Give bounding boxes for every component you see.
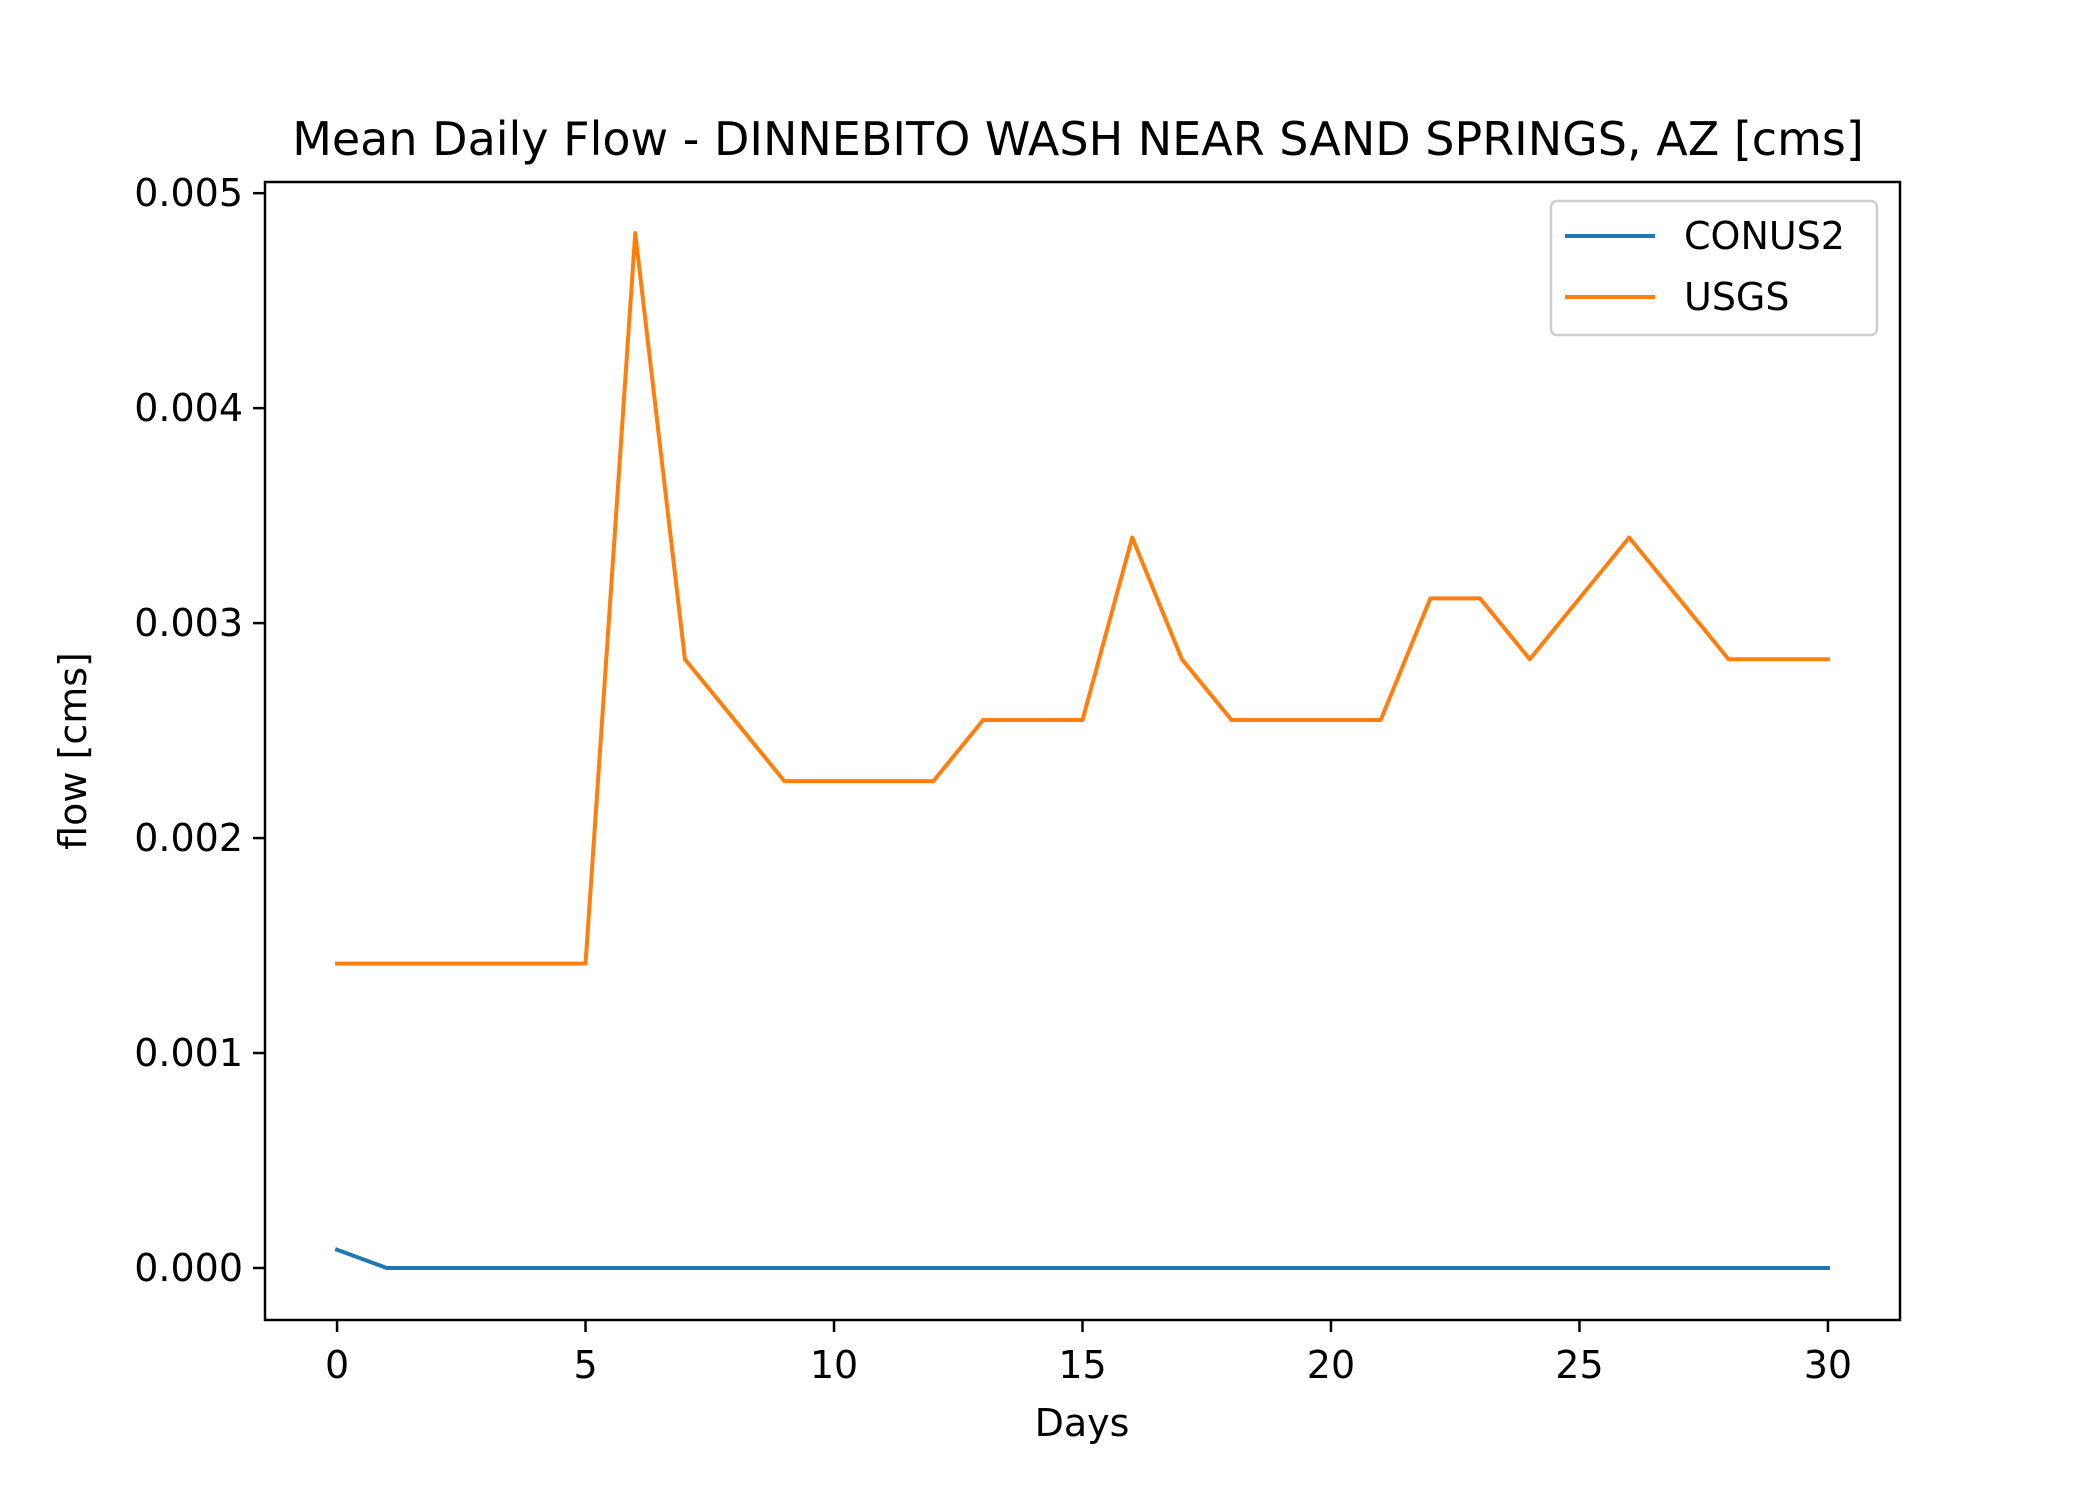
y-axis-label: flow [cms] bbox=[51, 652, 95, 850]
x-axis-label: Days bbox=[1035, 1401, 1130, 1445]
series-line-conus2 bbox=[334, 1247, 1830, 1270]
y-axis-ticks: 0.000 0.001 0.002 0.003 0.004 0.005 bbox=[134, 171, 265, 1290]
series-layer bbox=[334, 231, 1830, 1270]
y-tick-label: 0.001 bbox=[134, 1031, 243, 1075]
chart-title: Mean Daily Flow - DINNEBITO WASH NEAR SA… bbox=[292, 112, 1864, 166]
plot-frame bbox=[263, 180, 1902, 1322]
y-tick-label: 0.005 bbox=[134, 171, 243, 215]
x-tick-label: 25 bbox=[1555, 1343, 1603, 1387]
x-tick-label: 20 bbox=[1307, 1343, 1355, 1387]
y-tick-label: 0.002 bbox=[134, 816, 243, 860]
legend-label-conus2: CONUS2 bbox=[1684, 214, 1845, 258]
x-axis-ticks: 0 5 10 15 20 25 30 bbox=[325, 1320, 1852, 1387]
x-tick-label: 5 bbox=[573, 1343, 597, 1387]
y-tick-label: 0.003 bbox=[134, 601, 243, 645]
y-tick-label: 0.004 bbox=[134, 386, 243, 430]
x-tick-label: 10 bbox=[810, 1343, 858, 1387]
legend-label-usgs: USGS bbox=[1684, 275, 1790, 319]
x-tick-label: 0 bbox=[325, 1343, 349, 1387]
x-tick-label: 30 bbox=[1804, 1343, 1852, 1387]
y-tick-label: 0.000 bbox=[134, 1246, 243, 1290]
series-line-usgs bbox=[335, 231, 1830, 966]
x-tick-label: 15 bbox=[1058, 1343, 1106, 1387]
legend: CONUS2 USGS bbox=[1549, 199, 1879, 337]
